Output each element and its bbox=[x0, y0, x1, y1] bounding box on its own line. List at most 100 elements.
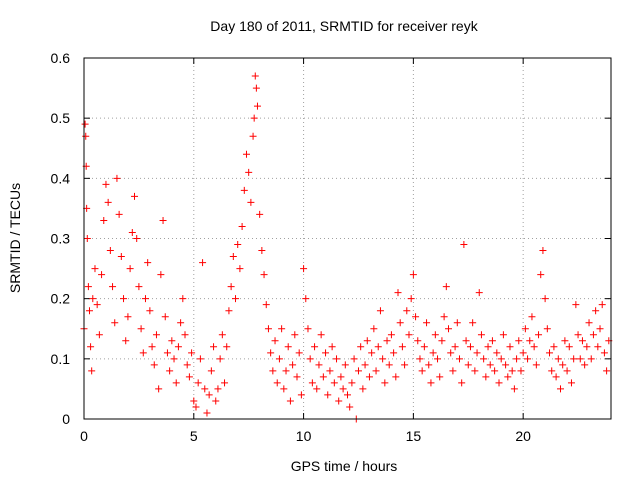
data-point bbox=[91, 265, 99, 273]
data-point bbox=[291, 331, 299, 339]
data-point bbox=[403, 307, 411, 315]
data-point bbox=[126, 265, 134, 273]
data-point bbox=[131, 192, 139, 200]
data-point bbox=[333, 355, 341, 363]
data-point bbox=[155, 385, 163, 393]
data-point bbox=[385, 361, 393, 369]
data-point bbox=[264, 325, 272, 333]
data-point bbox=[157, 271, 165, 279]
data-point bbox=[93, 301, 101, 309]
data-point bbox=[506, 343, 514, 351]
data-point bbox=[515, 337, 523, 345]
data-point bbox=[322, 349, 330, 357]
data-point bbox=[161, 313, 169, 321]
data-point bbox=[201, 385, 209, 393]
data-point bbox=[394, 289, 402, 297]
data-point bbox=[387, 331, 395, 339]
data-point bbox=[379, 355, 387, 363]
data-point bbox=[139, 349, 147, 357]
data-point bbox=[181, 331, 189, 339]
data-point bbox=[179, 295, 187, 303]
data-point bbox=[510, 385, 518, 393]
data-point bbox=[159, 216, 167, 224]
data-point bbox=[361, 361, 369, 369]
y-axis-label: SRMTID / TECUs bbox=[7, 183, 23, 293]
data-point bbox=[88, 367, 96, 375]
data-point bbox=[120, 295, 128, 303]
data-point bbox=[289, 361, 297, 369]
data-point bbox=[150, 361, 158, 369]
data-point bbox=[600, 349, 608, 357]
data-point bbox=[535, 331, 543, 339]
data-point bbox=[390, 349, 398, 357]
data-point bbox=[396, 319, 404, 327]
data-point bbox=[306, 355, 314, 363]
data-point bbox=[354, 367, 362, 375]
data-point bbox=[144, 259, 152, 267]
data-point bbox=[431, 331, 439, 339]
data-point bbox=[493, 349, 501, 357]
data-point bbox=[280, 385, 288, 393]
data-points bbox=[80, 72, 613, 423]
x-tick-label: 10 bbox=[296, 428, 312, 444]
data-point bbox=[308, 379, 316, 387]
data-point bbox=[477, 331, 485, 339]
data-point bbox=[102, 180, 110, 188]
data-point bbox=[115, 210, 123, 218]
data-point bbox=[258, 247, 266, 255]
data-point bbox=[286, 397, 294, 405]
x-tick-label: 5 bbox=[190, 428, 198, 444]
y-tick-label: 0.5 bbox=[51, 110, 71, 126]
data-point bbox=[293, 373, 301, 381]
data-point bbox=[488, 337, 496, 345]
data-point bbox=[135, 283, 143, 291]
data-point bbox=[106, 247, 114, 255]
data-point bbox=[475, 289, 483, 297]
data-point bbox=[199, 259, 207, 267]
data-point bbox=[576, 355, 584, 363]
data-point bbox=[247, 198, 255, 206]
data-point bbox=[521, 325, 529, 333]
grid-lines bbox=[84, 58, 611, 419]
data-point bbox=[559, 361, 567, 369]
data-point bbox=[530, 343, 538, 351]
data-point bbox=[148, 343, 156, 351]
data-point bbox=[194, 379, 202, 387]
data-point bbox=[319, 373, 327, 381]
data-point bbox=[124, 313, 132, 321]
data-point bbox=[447, 349, 455, 357]
data-point bbox=[570, 355, 578, 363]
data-point bbox=[462, 337, 470, 345]
data-point bbox=[423, 319, 431, 327]
axis-ticks: 0 0.1 0.2 0.3 0.4 0.5 0.6 0 5 10 15 20 bbox=[51, 50, 611, 444]
data-point bbox=[232, 295, 240, 303]
data-point bbox=[203, 409, 211, 417]
data-point bbox=[482, 373, 490, 381]
data-point bbox=[269, 367, 277, 375]
data-point bbox=[546, 349, 554, 357]
data-point bbox=[221, 379, 229, 387]
data-point bbox=[238, 222, 246, 230]
data-point bbox=[133, 235, 141, 242]
data-point bbox=[440, 313, 448, 321]
data-point bbox=[84, 283, 92, 291]
data-point bbox=[372, 367, 380, 375]
data-point bbox=[581, 361, 589, 369]
data-point bbox=[429, 349, 437, 357]
data-point bbox=[458, 379, 466, 387]
data-point bbox=[473, 349, 481, 357]
data-point bbox=[392, 373, 400, 381]
data-point bbox=[524, 355, 532, 363]
data-point bbox=[383, 337, 391, 345]
data-point bbox=[425, 361, 433, 369]
data-point bbox=[236, 265, 244, 273]
data-point bbox=[98, 271, 106, 279]
data-point bbox=[565, 343, 573, 351]
data-point bbox=[250, 114, 258, 122]
chart-title: Day 180 of 2011, SRMTID for receiver rey… bbox=[210, 18, 478, 34]
data-point bbox=[339, 385, 347, 393]
data-point bbox=[469, 319, 477, 327]
data-point bbox=[260, 271, 268, 279]
data-point bbox=[376, 307, 384, 315]
